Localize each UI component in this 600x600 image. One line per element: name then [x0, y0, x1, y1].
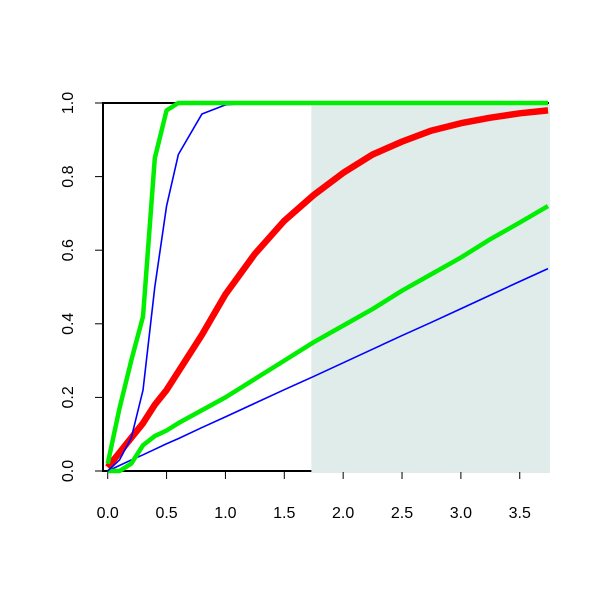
y-tick-label: 0.4	[60, 313, 77, 335]
x-tick-label: 0.5	[155, 505, 177, 522]
line-series	[107, 204, 550, 474]
x-tick-label: 3.5	[509, 505, 531, 522]
shaded-region	[311, 104, 550, 473]
x-tick-label: 0.0	[97, 505, 119, 522]
line-series	[105, 100, 548, 465]
x-tick-label: 2.5	[391, 505, 413, 522]
y-tick-label: 1.0	[60, 92, 77, 114]
line-series	[105, 107, 549, 470]
x-tick-label: 3.0	[450, 505, 472, 522]
y-tick-label: 0.6	[60, 239, 77, 261]
x-tick-label: 1.5	[273, 505, 295, 522]
y-tick-label: 0.2	[60, 386, 77, 408]
x-tick-label: 2.0	[332, 505, 354, 522]
x-tick-label: 1.0	[214, 505, 236, 522]
y-tick-label: 0.0	[60, 460, 77, 482]
y-tick-label: 0.8	[60, 165, 77, 187]
line-series	[107, 267, 549, 472]
